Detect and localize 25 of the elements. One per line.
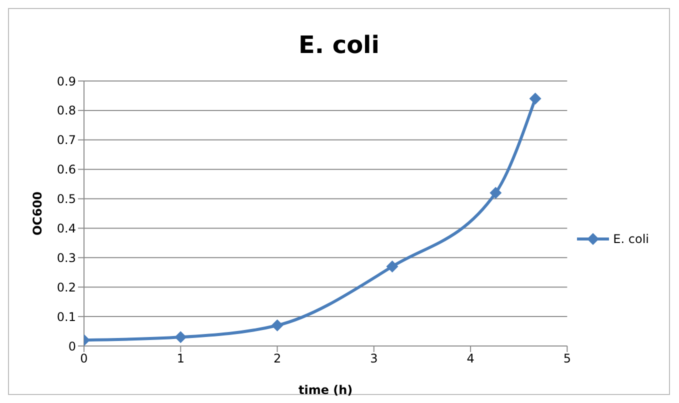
y-tick-label: 0.2 [56, 280, 76, 294]
y-tick-label: 0.9 [56, 74, 76, 88]
y-tick-label: 0.4 [56, 221, 76, 236]
x-tick-label: 1 [176, 352, 184, 366]
y-axis-title: OC600 [30, 191, 44, 236]
point [271, 319, 284, 332]
y-tick-label: 0.6 [56, 162, 76, 177]
x-tick-label: 2 [273, 352, 282, 366]
legend-label: E. coli [613, 232, 649, 246]
chart-title: E. coli [297, 30, 381, 61]
point [529, 92, 542, 105]
y-tick-label: 0 [68, 339, 76, 354]
y-tick-label: 0.8 [56, 104, 76, 118]
point [174, 331, 187, 344]
y-tick-label: 0.5 [56, 192, 76, 206]
y-tick-label: 0.1 [56, 310, 76, 324]
point [386, 260, 398, 272]
y-tick-label: 0.3 [56, 250, 76, 265]
x-tick-label: 3 [370, 352, 378, 366]
x-tick-label: 5 [563, 352, 571, 366]
x-tick-label: 4 [466, 352, 474, 366]
y-tick-label: 0.7 [56, 133, 76, 148]
x-tick-label: 0 [80, 352, 88, 366]
point [490, 186, 502, 199]
x-axis-title: time (h) [298, 383, 353, 397]
